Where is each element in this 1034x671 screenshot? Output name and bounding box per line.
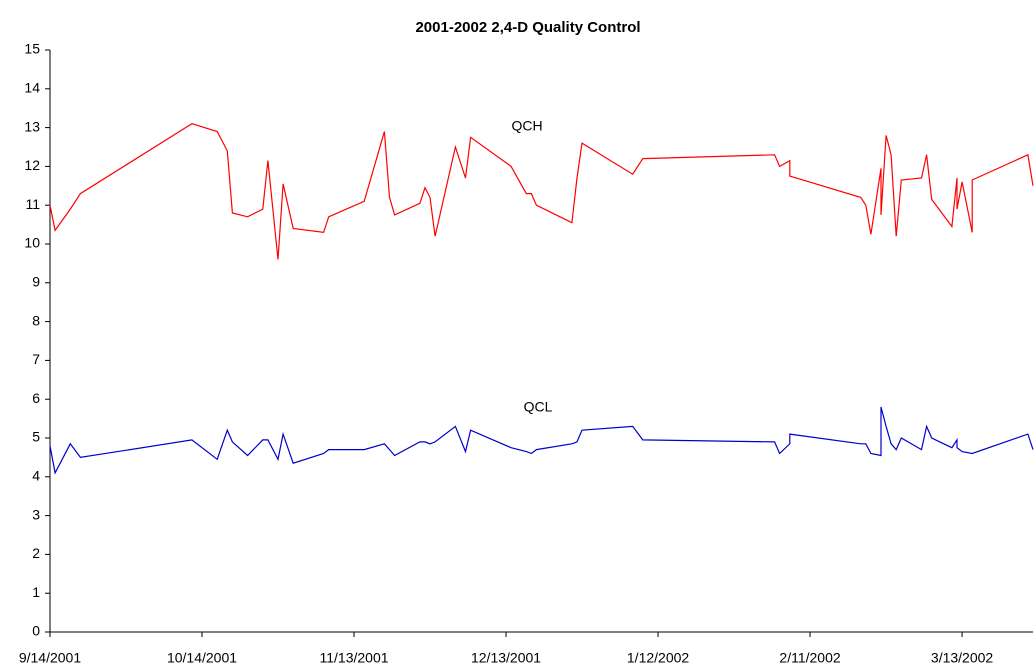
data-line [49, 123, 1034, 260]
x-tick-label: 2/11/2002 [779, 650, 840, 666]
y-tick-label: 4 [32, 468, 40, 484]
y-tick-label: 5 [32, 429, 40, 445]
y-tick-label: 2 [32, 545, 40, 561]
y-tick-label: 8 [32, 312, 40, 328]
x-tick-label: 12/13/2001 [471, 650, 541, 666]
y-tick-label: 1 [32, 584, 40, 600]
y-tick-label: 15 [24, 41, 40, 57]
chart-title: 2001-2002 2,4-D Quality Control [415, 19, 640, 36]
x-tick-label: 3/13/2002 [931, 650, 993, 666]
x-tick-label: 1/12/2002 [627, 650, 689, 666]
annotation: QCL [524, 399, 553, 415]
y-tick-label: 6 [32, 390, 40, 406]
y-tick-label: 9 [32, 274, 40, 290]
annotation: QCH [511, 118, 542, 134]
y-tick-label: 3 [32, 506, 40, 522]
y-tick-label: 11 [25, 196, 40, 212]
y-tick-label: 7 [32, 351, 40, 367]
y-tick-label: 12 [24, 157, 40, 173]
y-tick-label: 0 [32, 623, 40, 639]
y-tick-label: 14 [24, 80, 40, 96]
x-tick-label: 11/13/2001 [320, 650, 389, 666]
y-tick-label: 10 [24, 235, 40, 251]
x-tick-label: 9/14/2001 [19, 650, 81, 666]
y-tick-label: 13 [24, 118, 40, 134]
data-line [49, 406, 1034, 475]
x-tick-label: 10/14/2001 [167, 650, 237, 666]
